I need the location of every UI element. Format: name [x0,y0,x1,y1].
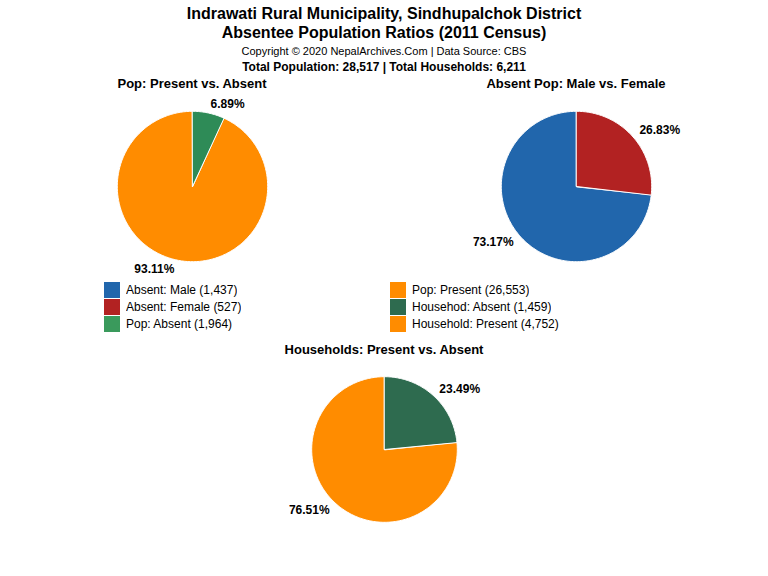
svg-text:26.83%: 26.83% [639,123,680,137]
html-text:Absent Pop: Male vs. Female: Absent Pop: Male vs. Female [486,76,666,91]
html-text:Indrawati Rural Municipality,: Indrawati Rural Municipality, Sindhupalc… [186,5,582,22]
html-text:Household: Present (4,752): Household: Present (4,752) [412,317,559,331]
html-text:Households: Present vs. Absent: Households: Present vs. Absent [284,342,484,357]
html-text:Absentee Population Ratios (20: Absentee Population Ratios (2011 Census) [221,24,547,41]
svg-text:76.51%: 76.51% [289,503,330,517]
html-text:Pop: Absent (1,964): Pop: Absent (1,964) [126,317,233,331]
html-text:Absent: Female (527): Absent: Female (527) [126,300,242,314]
html-text:Total Population: 28,517 | Tot: Total Population: 28,517 | Total Househo… [242,60,526,74]
svg-text:93.11%: 93.11% [134,262,174,276]
svg-text:73.17%: 73.17% [473,235,514,249]
svg-text:23.49%: 23.49% [439,382,480,396]
html-text:Absent: Male (1,437): Absent: Male (1,437) [126,283,238,297]
html-text:Househod: Absent (1,459): Househod: Absent (1,459) [412,300,552,314]
html-text:Copyright © 2020 NepalArchives: Copyright © 2020 NepalArchives.Com | Dat… [241,45,527,57]
svg-text:6.89%: 6.89% [211,97,245,111]
html-text:Pop: Present (26,553): Pop: Present (26,553) [412,283,530,297]
html-text:Pop: Present vs. Absent: Pop: Present vs. Absent [117,76,267,91]
